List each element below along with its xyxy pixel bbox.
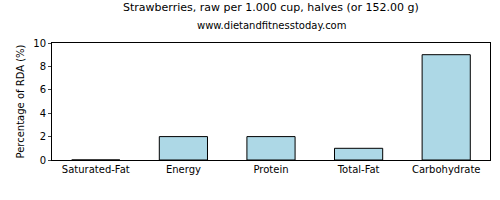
- svg-text:10: 10: [33, 38, 46, 49]
- svg-text:Saturated-Fat: Saturated-Fat: [62, 164, 130, 175]
- svg-text:Strawberries, raw per 1.000 cu: Strawberries, raw per 1.000 cup, halves …: [123, 1, 419, 14]
- svg-text:Carbohydrate: Carbohydrate: [412, 164, 481, 175]
- svg-text:4: 4: [40, 108, 46, 119]
- svg-text:6: 6: [40, 84, 46, 95]
- svg-text:8: 8: [40, 61, 46, 72]
- svg-text:0: 0: [40, 155, 46, 166]
- svg-text:www.dietandfitnesstoday.com: www.dietandfitnesstoday.com: [197, 20, 346, 31]
- svg-text:Percentage of RDA (%): Percentage of RDA (%): [15, 44, 26, 158]
- svg-text:Total-Fat: Total-Fat: [337, 164, 380, 175]
- svg-text:2: 2: [40, 131, 46, 142]
- svg-text:Protein: Protein: [253, 164, 288, 175]
- svg-text:Energy: Energy: [166, 164, 201, 175]
